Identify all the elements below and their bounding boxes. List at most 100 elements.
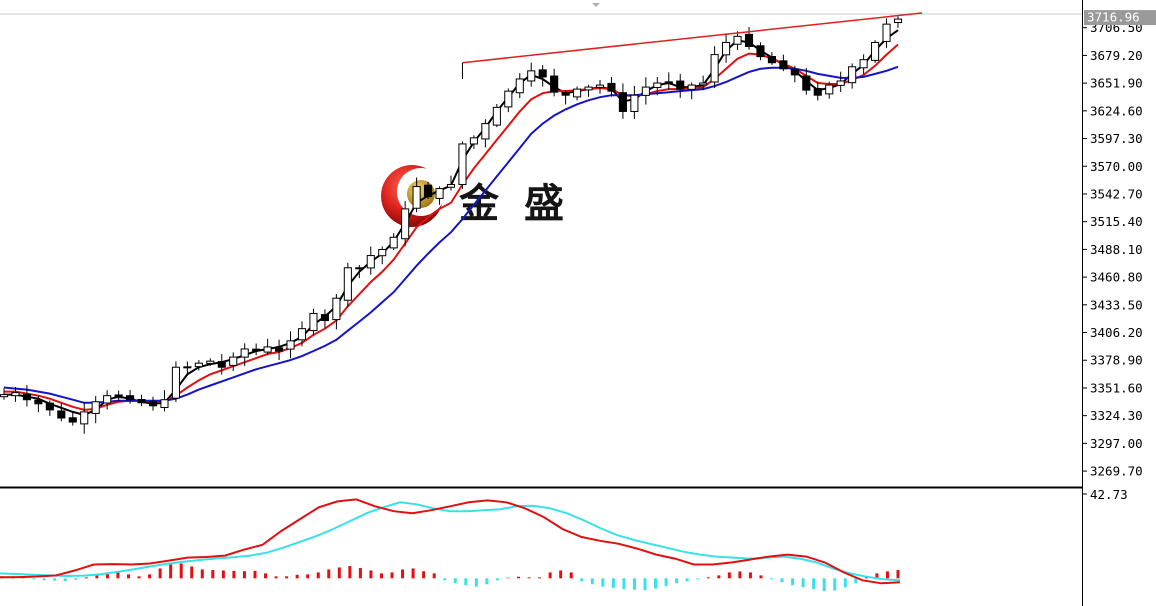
candle-body — [0, 394, 9, 398]
current-price-box: 3716.96 — [1084, 10, 1156, 26]
candle-body — [355, 267, 364, 270]
price-axis: 3706.503679.203651.903624.603597.303570.… — [1082, 20, 1143, 479]
candle-body — [91, 401, 100, 414]
moving-average-lines — [3, 29, 899, 416]
candle-body — [297, 328, 307, 341]
macd-main-line — [0, 498, 901, 585]
current-price-label: 3716.96 — [1087, 10, 1140, 25]
candle-body — [561, 92, 570, 96]
price-tick-label: 3460.80 — [1090, 270, 1143, 285]
macd-histogram — [0, 563, 900, 592]
candle-body — [320, 314, 329, 322]
candlestick-series — [0, 16, 903, 434]
candle-body — [160, 399, 169, 409]
candle-body — [80, 411, 89, 425]
price-tick-label: 3324.30 — [1090, 408, 1143, 423]
price-tick-label: 3378.90 — [1090, 353, 1143, 368]
candle-body — [733, 35, 742, 45]
price-tick-label: 3297.00 — [1090, 436, 1143, 451]
candle-body — [802, 75, 811, 91]
candle-body — [893, 18, 903, 24]
price-tick-label: 3651.90 — [1090, 76, 1143, 91]
price-tick-label: 3433.50 — [1090, 297, 1143, 312]
candle-body — [492, 106, 501, 126]
candle-body — [859, 59, 868, 69]
candle-body — [148, 401, 158, 407]
candle-body — [263, 346, 272, 353]
candle-body — [183, 366, 192, 369]
candle-body — [332, 297, 341, 321]
candle-body — [573, 88, 582, 98]
price-tick-label: 3269.70 — [1090, 464, 1143, 479]
candle-body — [779, 60, 788, 70]
candle-body — [57, 410, 66, 419]
candle-body — [240, 348, 249, 358]
candle-body — [699, 82, 708, 86]
candle-body — [527, 70, 536, 82]
candle-body — [412, 186, 421, 209]
candle-body — [68, 417, 77, 423]
candle-body — [722, 41, 731, 56]
trendline-layer — [461, 12, 923, 79]
price-tick-label: 3570.00 — [1090, 159, 1143, 174]
indicator-axis: 42.73 — [1082, 487, 1128, 502]
candle-body — [137, 399, 146, 404]
candle-body — [664, 81, 673, 84]
candle-body — [401, 208, 410, 240]
candle-body — [126, 395, 135, 401]
candle-body — [848, 66, 857, 84]
current-price-marker — [1084, 10, 1156, 26]
candle-body — [309, 312, 318, 332]
price-tick-label: 3515.40 — [1090, 214, 1143, 229]
candle-body — [34, 399, 43, 405]
candle-body — [424, 184, 433, 198]
candle-body — [114, 394, 123, 399]
candle-body — [882, 23, 891, 42]
candle-body — [618, 92, 627, 112]
candle-body — [538, 69, 547, 78]
candle-body — [871, 41, 880, 61]
logo-text-sheng: 盛 — [524, 181, 564, 227]
candle-body — [435, 188, 444, 199]
price-tick-label: 3679.20 — [1090, 48, 1143, 63]
candle-body — [469, 137, 478, 145]
candle-body — [687, 84, 696, 90]
candle-body — [836, 80, 845, 86]
candle-body — [458, 143, 467, 186]
scroll-marker-icon[interactable] — [592, 3, 600, 7]
candle-body — [366, 255, 375, 269]
macd-signal-line — [0, 501, 901, 582]
price-tick-label: 3624.60 — [1090, 103, 1143, 118]
candle-body — [252, 348, 261, 352]
price-tick-label: 3488.10 — [1090, 242, 1143, 257]
candle-body — [286, 340, 295, 350]
candle-body — [676, 80, 685, 90]
logo-text-jin: 金 — [458, 181, 500, 227]
candle-body — [744, 33, 754, 47]
candle-body — [194, 362, 203, 368]
candle-body — [607, 82, 616, 92]
candle-body — [343, 267, 352, 301]
resistance-trendline — [462, 12, 923, 64]
candle-body — [229, 356, 238, 366]
candle-body — [515, 78, 524, 94]
candle-body — [11, 392, 20, 397]
candle-body — [275, 347, 284, 352]
candle-body — [825, 84, 834, 95]
candle-body — [45, 402, 54, 411]
price-tick-label: 3406.20 — [1090, 325, 1143, 340]
indicator-max-label: 42.73 — [1090, 487, 1128, 502]
candle-body — [710, 54, 719, 83]
macd-lines — [0, 498, 901, 585]
candle-body — [767, 56, 776, 64]
price-tick-label: 3597.30 — [1090, 131, 1143, 146]
price-tick-label: 3351.60 — [1090, 380, 1143, 395]
candle-body — [504, 90, 513, 108]
moving-average-line-1 — [4, 29, 899, 416]
candle-body — [22, 393, 31, 401]
candle-body — [630, 94, 639, 112]
candle-body — [653, 82, 662, 88]
moving-average-line-3 — [3, 65, 899, 404]
